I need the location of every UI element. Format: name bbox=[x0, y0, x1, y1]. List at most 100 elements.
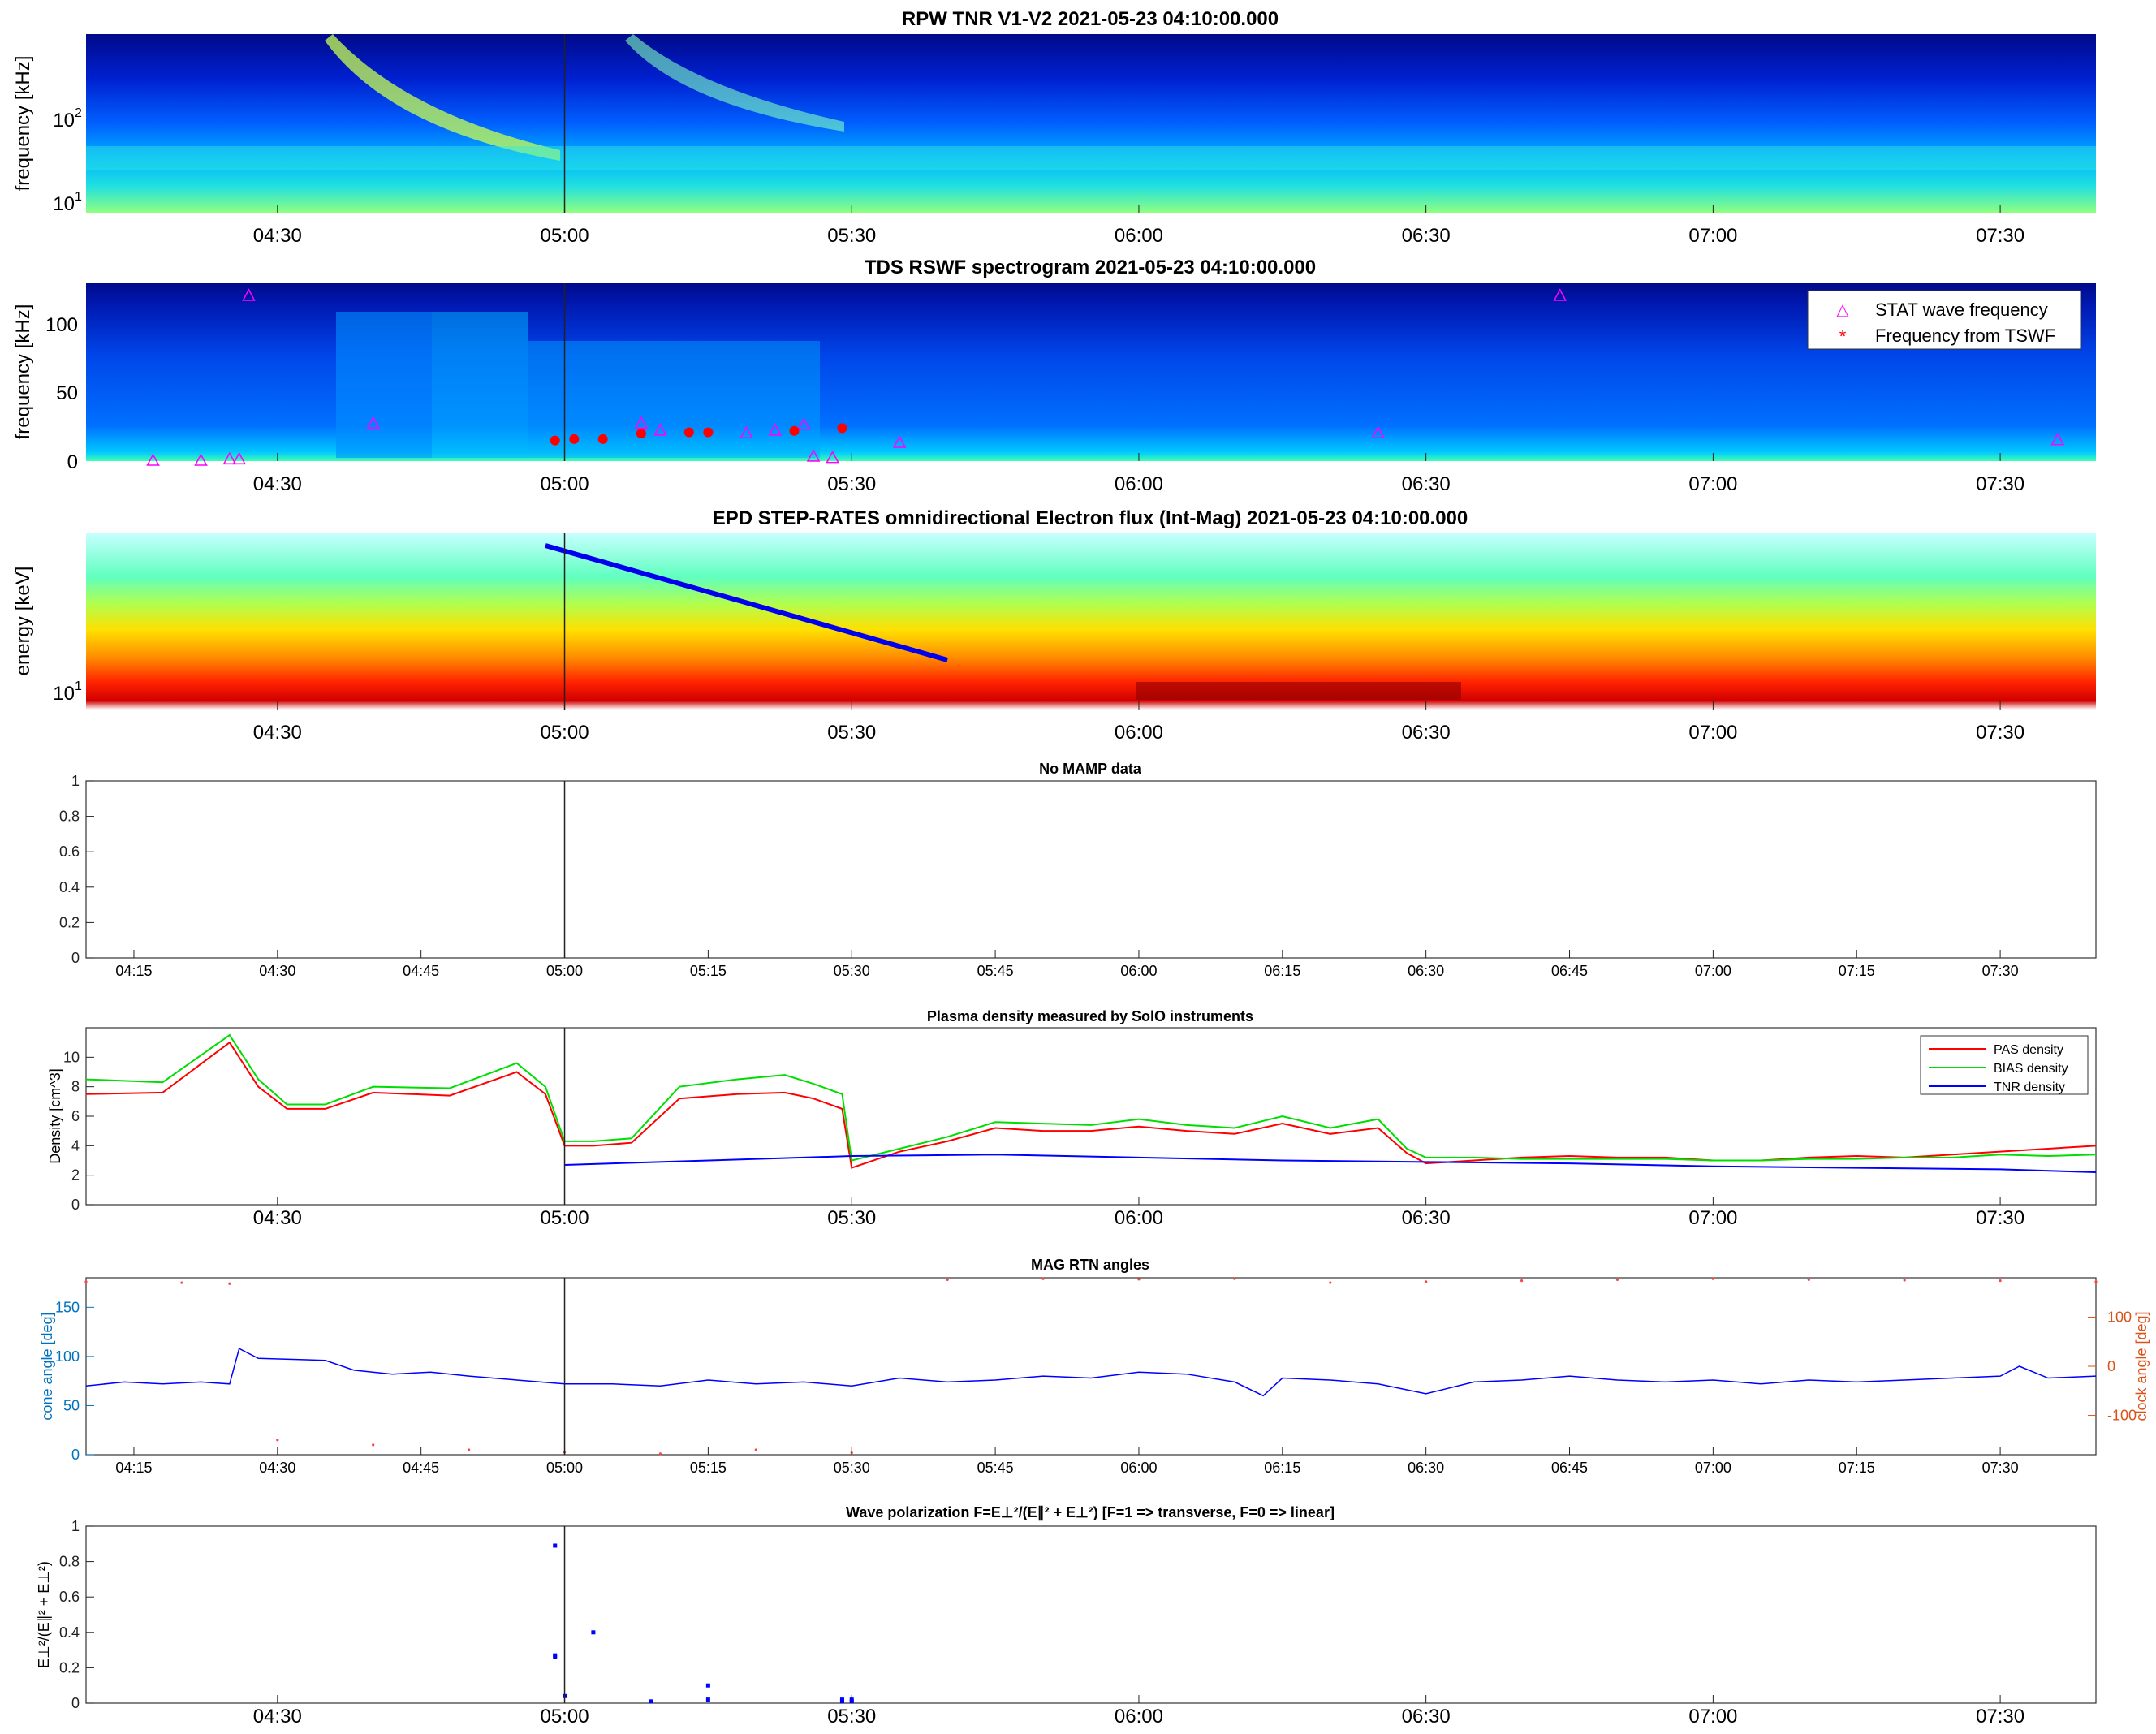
x-tick-label: 07:00 bbox=[1688, 473, 1737, 495]
tds-ytick-50: 50 bbox=[56, 382, 78, 404]
x-tick-label: 05:00 bbox=[540, 722, 589, 744]
legend-triangle-icon: △ bbox=[1836, 301, 1849, 319]
tnr-ytick-100: 10 bbox=[53, 110, 75, 132]
tnr-ytick-10-exp: 1 bbox=[75, 190, 82, 204]
density-legend: PAS density BIAS density TNR density bbox=[1920, 1035, 2089, 1095]
panel-mamp-title: No MAMP data bbox=[1039, 761, 1142, 777]
y-tick-label: 150 bbox=[55, 1299, 80, 1315]
density-legend-tnr: TNR density bbox=[1994, 1081, 2065, 1094]
y-tick-label: 1 bbox=[71, 1518, 80, 1534]
tswf-point bbox=[789, 425, 800, 436]
y-tick-label: 0.6 bbox=[59, 843, 80, 860]
clock-angle-point bbox=[946, 1278, 949, 1282]
panel-tnr-title: RPW TNR V1-V2 2021-05-23 04:10:00.000 bbox=[902, 8, 1279, 30]
pol-ylabel: E⊥²/(E∥² + E⊥²) bbox=[36, 1561, 52, 1668]
clock-angle-point bbox=[2094, 1280, 2098, 1283]
y-tick-label: 100 bbox=[55, 1348, 80, 1365]
y-tick-label: 0.8 bbox=[59, 1554, 80, 1570]
clock-angle-point bbox=[468, 1448, 471, 1451]
x-tick-label: 04:45 bbox=[403, 963, 439, 979]
legend-asterisk-icon: * bbox=[1839, 326, 1847, 347]
y-tick-label: 2 bbox=[71, 1167, 80, 1184]
clock-angle-point bbox=[658, 1452, 662, 1456]
epd-ytick-10: 10 bbox=[53, 683, 75, 705]
y-tick-label: 0.4 bbox=[59, 1624, 80, 1641]
y-tick-label: 1 bbox=[71, 773, 80, 789]
mamp-axes bbox=[85, 780, 2097, 959]
clock-angle-point bbox=[754, 1448, 757, 1451]
density-series-tnr bbox=[564, 1154, 2097, 1174]
x-tick-label: 05:30 bbox=[827, 225, 876, 247]
tswf-point bbox=[703, 427, 714, 438]
polarization-point bbox=[839, 1699, 844, 1704]
epd-ylabel: energy [keV] bbox=[12, 567, 34, 676]
density-legend-box bbox=[1920, 1035, 2089, 1095]
panel-mag-title: MAG RTN angles bbox=[1031, 1257, 1149, 1273]
clock-angle-point bbox=[1041, 1277, 1045, 1280]
clock-angle-point bbox=[1233, 1277, 1236, 1280]
x-tick-label: 06:30 bbox=[1402, 473, 1451, 495]
x-tick-label: 05:00 bbox=[540, 1207, 589, 1229]
tds-legend-stat: STAT wave frequency bbox=[1875, 300, 2048, 320]
tnr-band bbox=[86, 146, 2096, 170]
panel-tnr: RPW TNR V1-V2 2021-05-23 04:10:00.000 fr… bbox=[12, 8, 2096, 247]
x-tick-label: 06:30 bbox=[1408, 1460, 1444, 1476]
clock-angle-point bbox=[84, 1280, 88, 1283]
clock-angle-point bbox=[1903, 1279, 1906, 1282]
tswf-point bbox=[550, 435, 560, 446]
clock-angle-point bbox=[1999, 1279, 2002, 1283]
stat-wave-point bbox=[222, 451, 237, 465]
epd-spectrogram bbox=[86, 533, 2096, 710]
y-tick-label: 0.6 bbox=[59, 1589, 80, 1605]
x-tick-label: 05:30 bbox=[827, 1207, 876, 1229]
density-legend-pas: PAS density bbox=[1994, 1043, 2063, 1057]
tds-legend-tswf: Frequency from TSWF bbox=[1875, 326, 2055, 346]
x-tick-label: 05:45 bbox=[977, 1460, 1014, 1476]
y-tick-label: 0.8 bbox=[59, 809, 80, 825]
y-tick-label: 4 bbox=[71, 1137, 80, 1154]
tnr-ytick-100-exp: 2 bbox=[75, 106, 82, 120]
x-tick-label: 06:15 bbox=[1264, 1460, 1300, 1476]
x-tick-label: 04:45 bbox=[403, 1460, 439, 1476]
tds-enhanced-1 bbox=[336, 312, 432, 458]
y-tick-label: 0.2 bbox=[59, 914, 80, 930]
tds-yticks: 0 50 100 bbox=[45, 314, 78, 473]
density-yaxis: 0 2 4 6 8 10 bbox=[63, 1049, 94, 1213]
mag-ylabel-left: cone angle [deg] bbox=[39, 1312, 55, 1420]
pol-axes bbox=[85, 1525, 2097, 1704]
density-xaxis: 04:30 05:00 05:30 06:00 06:30 07:00 07:30 bbox=[253, 1197, 2024, 1229]
panel-epd-title: EPD STEP-RATES omnidirectional Electron … bbox=[713, 507, 1468, 529]
polarization-point bbox=[591, 1630, 596, 1635]
x-tick-label: 05:00 bbox=[546, 963, 583, 979]
mag-axes bbox=[85, 1277, 2097, 1456]
panel-mamp: No MAMP data 00.20.40.60.81 04:15 04:30 04… bbox=[59, 761, 2097, 979]
mag-yaxis-left: 0 50 100 150 bbox=[55, 1299, 94, 1463]
polarization-point bbox=[553, 1543, 558, 1548]
stat-wave-point bbox=[768, 423, 783, 436]
clock-angle-point bbox=[228, 1282, 231, 1285]
x-tick-label: 07:30 bbox=[1976, 1207, 2024, 1229]
cone-angle-series bbox=[85, 1348, 2097, 1397]
x-tick-label: 04:15 bbox=[115, 1460, 152, 1476]
x-tick-label: 07:30 bbox=[1982, 963, 2019, 979]
stat-wave-point bbox=[2050, 432, 2065, 446]
x-tick-label: 04:30 bbox=[253, 473, 302, 495]
mag-xaxis: 04:15 04:30 04:45 05:00 05:15 05:30 05:45 06:00… bbox=[115, 1447, 2019, 1476]
stat-wave-point bbox=[826, 450, 839, 464]
tnr-ytick-10: 10 bbox=[53, 193, 75, 215]
stat-wave-point bbox=[796, 417, 811, 430]
clock-angle-point bbox=[276, 1439, 279, 1442]
tds-markers bbox=[146, 288, 2065, 466]
tds-ytick-0: 0 bbox=[67, 451, 78, 473]
tnr-xaxis: 04:30 05:00 05:30 06:00 06:30 07:00 07:30 bbox=[253, 205, 2024, 247]
tswf-point bbox=[683, 427, 694, 438]
x-tick-label: 07:30 bbox=[1976, 722, 2024, 744]
clock-angle-point bbox=[1425, 1280, 1428, 1283]
y-tick-label: 0 bbox=[71, 1197, 80, 1213]
density-ylabel: Density [cm^3] bbox=[47, 1068, 63, 1163]
stat-wave-point bbox=[194, 453, 208, 466]
stat-wave-point bbox=[242, 288, 256, 301]
x-tick-label: 06:00 bbox=[1115, 473, 1163, 495]
x-tick-label: 07:00 bbox=[1688, 722, 1737, 744]
x-tick-label: 06:00 bbox=[1115, 722, 1163, 744]
